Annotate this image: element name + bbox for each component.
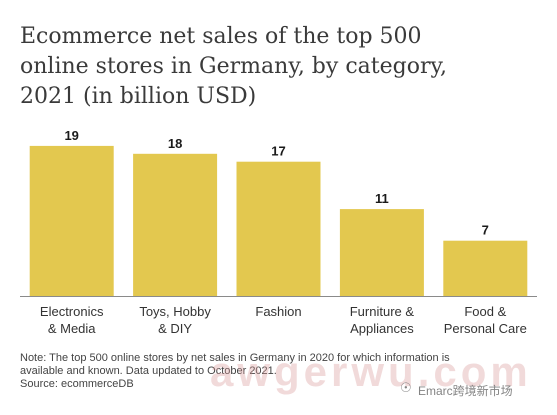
data-label-1: 18 [168,136,182,151]
chart-note: Note: The top 500 online stores by net s… [20,352,540,391]
bar-0 [29,145,114,296]
bar-2 [236,161,321,296]
data-label-2: 17 [271,144,285,159]
category-label-0: Electronics & Media [40,304,104,336]
bar-4 [443,240,528,296]
category-label-1: Toys, Hobby & DIY [139,304,211,336]
source-line: Source: ecommerceDB [20,378,134,390]
chart-title: Ecommerce net sales of the top 500 onlin… [20,22,540,112]
data-label-3: 11 [375,191,389,206]
data-label-0: 19 [64,128,78,143]
chart-title-line-2: online stores in Germany, by category, [20,54,447,79]
bar-1 [133,153,218,296]
watermark-secondary-text: Emarc跨境新市场 [418,384,513,398]
category-label-4: Food & Personal Care [444,304,527,336]
category-label-2: Fashion [255,304,301,319]
note-line-2: available and known. Data updated to Oct… [20,365,277,377]
bar-chart: 19 Electronics & Media 18 Toys, Hobby & DIY 17… [20,128,537,336]
category-label-3: Furniture & Appliances [350,304,415,336]
chart-title-line-3: 2021 (in billion USD) [20,84,257,109]
wechat-icon: ☉ [400,380,412,395]
chart-title-line-1: Ecommerce net sales of the top 500 [20,24,422,49]
bar-3 [339,209,424,296]
note-line-1: Note: The top 500 online stores by net s… [20,352,450,364]
data-label-4: 7 [482,223,489,238]
